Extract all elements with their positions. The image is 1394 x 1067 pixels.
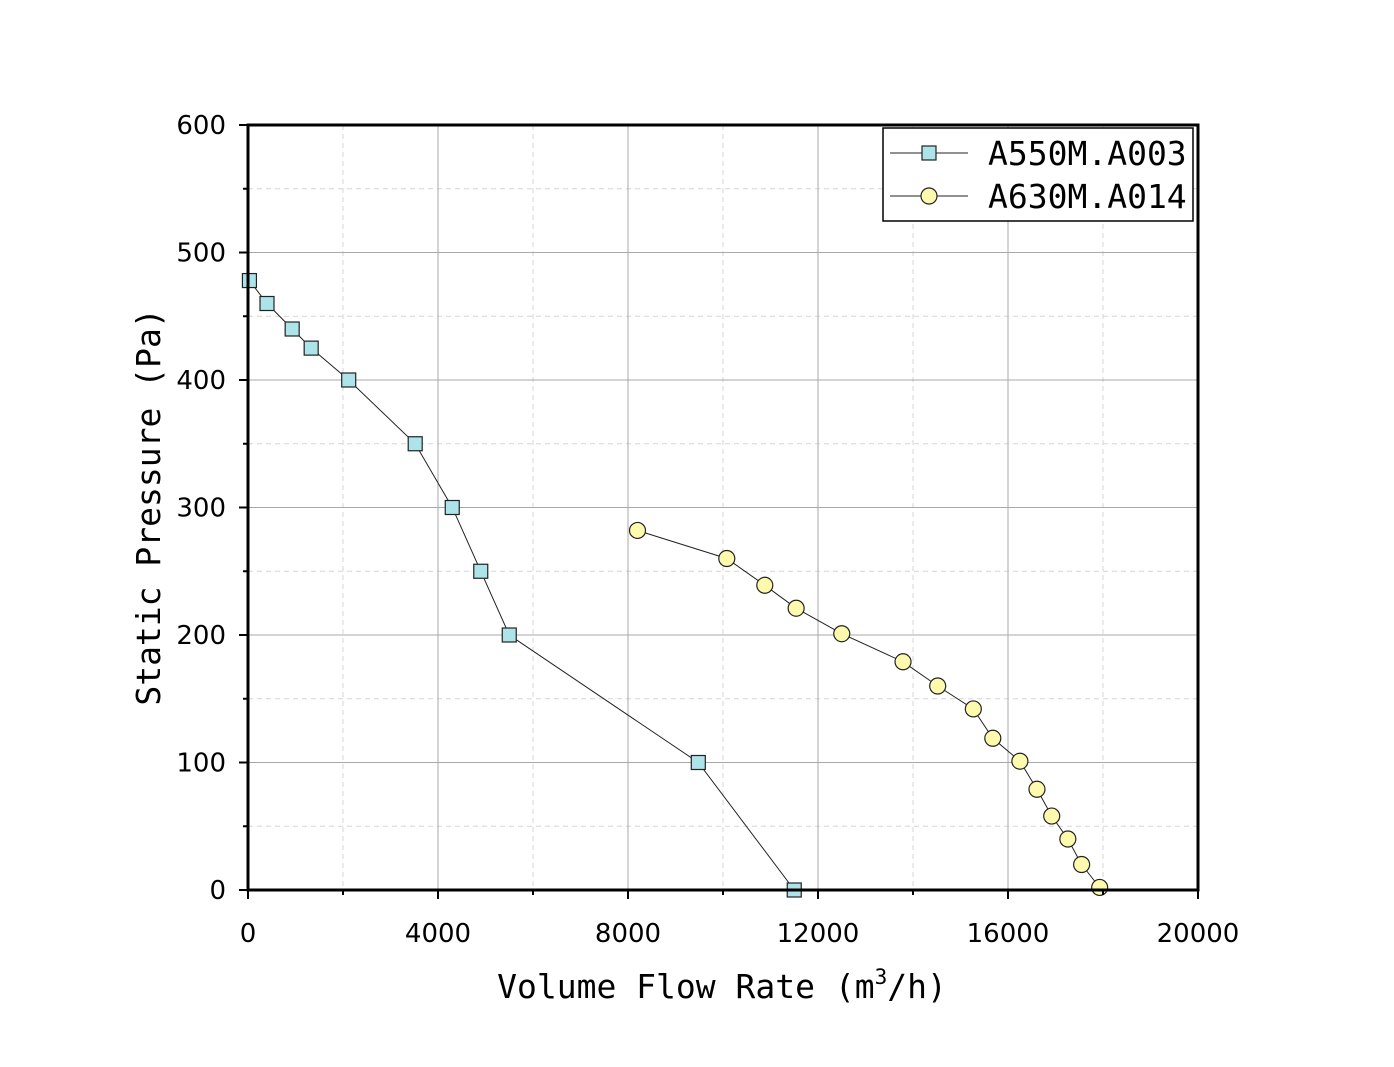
x-axis-title-end: /h): [887, 967, 947, 1006]
series-0-point-3: [303, 340, 319, 356]
series-0-point-7: [473, 563, 489, 579]
x-tick-label-3: 12000: [777, 919, 860, 949]
series-0-point-8: [501, 627, 517, 643]
series-0-point-6: [444, 499, 460, 516]
series-1-point-11: [1043, 807, 1061, 825]
tick-labels: 0 4000 8000 12000 16000 20000 0 100 200 300 400 500…: [176, 111, 1239, 949]
series-1-point-13: [1073, 855, 1091, 874]
series-0-point-4: [341, 372, 357, 388]
series-1-point-5: [894, 653, 912, 671]
y-axis-title: Static Pressure (Pa): [129, 308, 168, 705]
series-1-point-0: [628, 521, 647, 540]
series-1-point-1: [718, 549, 736, 568]
series-1-point-10: [1028, 780, 1046, 798]
x-tick-label-5: 20000: [1157, 919, 1240, 949]
legend-marker-square: [921, 145, 937, 161]
legend-label-a550m: A550M.A003: [988, 134, 1187, 173]
x-axis-title-superscript: 3: [875, 965, 888, 989]
x-tick-label-1: 4000: [405, 919, 471, 949]
grid: [248, 125, 1198, 890]
series-1-point-9: [1011, 752, 1029, 770]
y-tick-label-6: 600: [176, 111, 226, 141]
x-tick-label-4: 16000: [967, 919, 1050, 949]
series-1-point-7: [964, 700, 982, 718]
legend-label-a630m: A630M.A014: [988, 177, 1187, 216]
legend-box: [882, 127, 1194, 222]
series-1-point-8: [984, 729, 1002, 747]
y-tick-label-1: 100: [176, 749, 226, 779]
y-tick-label-3: 300: [176, 494, 226, 524]
y-tick-label-4: 400: [176, 366, 226, 396]
series-line-1: [637, 530, 1101, 888]
y-tick-label-5: 500: [176, 239, 226, 269]
axis-ticks: [239, 124, 1199, 899]
legend-marker-circle: [920, 187, 938, 205]
series-1-point-6: [929, 677, 947, 695]
series-layer: [241, 272, 1109, 898]
series-1-point-14: [1091, 878, 1109, 897]
x-axis-title-main: Volume Flow Rate (m: [497, 967, 875, 1006]
series-1-point-2: [756, 576, 774, 594]
x-tick-label-2: 8000: [595, 919, 661, 949]
series-0-point-9: [690, 754, 706, 771]
series-1-point-4: [833, 625, 851, 643]
series-line-0: [249, 280, 795, 891]
x-axis-title: Volume Flow Rate (m3/h): [497, 965, 947, 1006]
series-1-point-12: [1059, 830, 1077, 848]
y-tick-label-0: 0: [209, 876, 226, 906]
series-0-point-2: [284, 321, 300, 337]
series-1-point-3: [787, 599, 805, 617]
series-0-point-5: [407, 436, 423, 452]
legend: A550M.A003 A630M.A014: [882, 127, 1194, 222]
x-tick-label-0: 0: [240, 919, 257, 949]
y-tick-label-2: 200: [176, 621, 226, 651]
series-0-point-1: [259, 295, 275, 312]
